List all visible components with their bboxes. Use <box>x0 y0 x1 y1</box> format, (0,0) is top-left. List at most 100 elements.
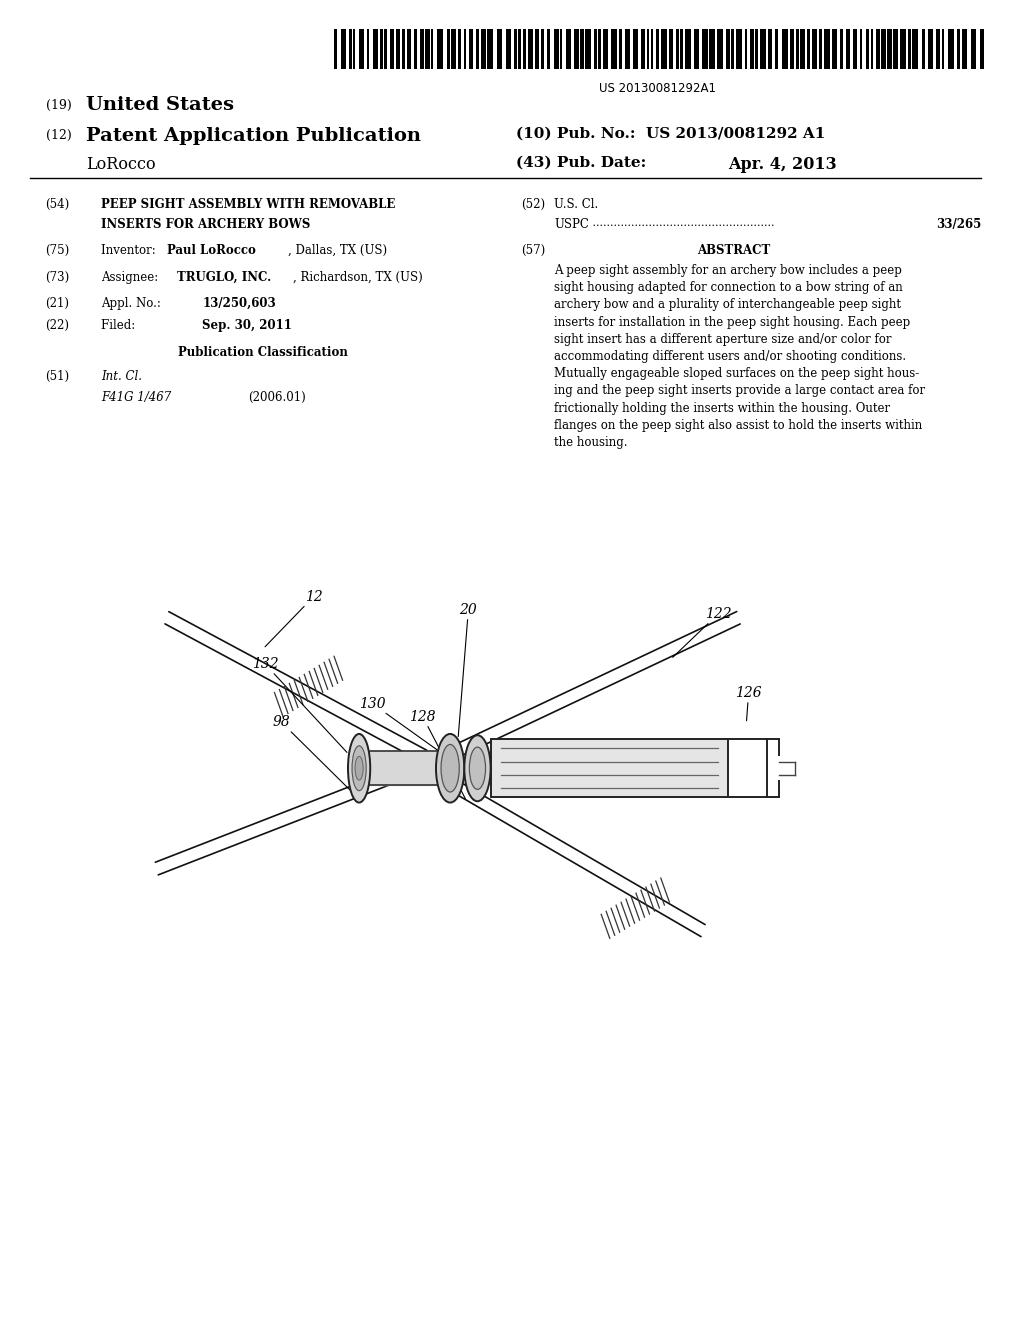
Text: (54): (54) <box>45 198 70 211</box>
Text: TRUGLO, INC.: TRUGLO, INC. <box>177 271 271 284</box>
Bar <box>522 29 526 69</box>
Text: , Richardson, TX (US): , Richardson, TX (US) <box>293 271 423 284</box>
Bar <box>676 29 679 69</box>
Bar <box>760 29 766 69</box>
Bar <box>831 29 837 69</box>
Bar <box>647 29 649 69</box>
Bar <box>581 29 584 69</box>
Bar <box>887 29 892 69</box>
Text: (22): (22) <box>45 319 70 333</box>
Bar <box>633 29 638 69</box>
Bar <box>536 29 539 69</box>
Bar <box>702 29 708 69</box>
Bar <box>554 29 559 69</box>
Bar <box>598 29 601 69</box>
Bar <box>853 29 857 69</box>
Bar <box>819 29 821 69</box>
Text: (2006.01): (2006.01) <box>248 391 305 404</box>
Ellipse shape <box>469 747 485 789</box>
Text: Apr. 4, 2013: Apr. 4, 2013 <box>728 156 837 173</box>
Bar <box>796 29 800 69</box>
Bar <box>626 29 630 69</box>
Text: 130: 130 <box>359 697 437 750</box>
Bar <box>425 29 430 69</box>
Text: ....................................................: ........................................… <box>589 218 774 228</box>
Text: (43) Pub. Date:: (43) Pub. Date: <box>516 156 646 170</box>
Text: 132: 132 <box>252 657 347 752</box>
Text: (73): (73) <box>45 271 70 284</box>
Bar <box>811 29 817 69</box>
Text: US 20130081292A1: US 20130081292A1 <box>599 82 716 95</box>
Bar <box>373 29 378 69</box>
Text: Int. Cl.: Int. Cl. <box>101 370 142 383</box>
Text: Filed:: Filed: <box>101 319 162 333</box>
Text: 13/250,603: 13/250,603 <box>203 297 276 310</box>
Bar <box>560 29 562 69</box>
Bar <box>980 29 984 69</box>
Text: (10) Pub. No.:  US 2013/0081292 A1: (10) Pub. No.: US 2013/0081292 A1 <box>516 127 825 141</box>
Text: (52): (52) <box>521 198 545 211</box>
Bar <box>865 29 869 69</box>
Bar <box>736 29 741 69</box>
Bar <box>528 29 534 69</box>
Bar <box>756 29 758 69</box>
Bar <box>586 29 591 69</box>
Bar <box>840 29 843 69</box>
Bar <box>446 29 450 69</box>
Bar <box>611 29 617 69</box>
Bar <box>718 29 723 69</box>
Bar <box>710 29 715 69</box>
Ellipse shape <box>355 756 364 780</box>
Bar <box>962 29 967 69</box>
Bar <box>475 29 479 69</box>
Bar <box>662 29 668 69</box>
Bar <box>907 29 911 69</box>
Bar <box>574 29 580 69</box>
Bar <box>395 29 400 69</box>
Bar <box>464 29 466 69</box>
Bar <box>846 29 850 69</box>
Text: Sep. 30, 2011: Sep. 30, 2011 <box>203 319 292 333</box>
Text: 12: 12 <box>265 590 323 647</box>
Bar <box>824 29 830 69</box>
Bar <box>860 29 862 69</box>
Ellipse shape <box>352 746 367 791</box>
Bar <box>876 29 881 69</box>
Bar <box>437 29 443 69</box>
Bar <box>367 29 369 69</box>
Text: U.S. Cl.: U.S. Cl. <box>554 198 599 211</box>
Text: (21): (21) <box>45 297 70 310</box>
Bar <box>481 29 485 69</box>
Ellipse shape <box>436 734 464 803</box>
Text: , Dallas, TX (US): , Dallas, TX (US) <box>289 244 387 257</box>
Text: (57): (57) <box>521 244 545 257</box>
Text: 122: 122 <box>673 607 731 657</box>
Text: F41G 1/467: F41G 1/467 <box>101 391 171 404</box>
Text: (51): (51) <box>45 370 70 383</box>
Bar <box>650 29 652 69</box>
Text: PEEP SIGHT ASSEMBLY WITH REMOVABLE: PEEP SIGHT ASSEMBLY WITH REMOVABLE <box>101 198 395 211</box>
Bar <box>791 29 795 69</box>
Text: USPC: USPC <box>554 218 589 231</box>
Bar <box>726 29 730 69</box>
Bar <box>956 29 959 69</box>
Bar <box>497 29 503 69</box>
Bar <box>685 29 690 69</box>
Text: 20: 20 <box>459 603 477 737</box>
Bar <box>680 29 683 69</box>
Bar <box>870 29 872 69</box>
Text: Patent Application Publication: Patent Application Publication <box>86 127 421 145</box>
Text: Paul LoRocco: Paul LoRocco <box>167 244 256 257</box>
Ellipse shape <box>464 735 490 801</box>
Bar <box>459 29 461 69</box>
Bar <box>750 29 754 69</box>
Text: INSERTS FOR ARCHERY BOWS: INSERTS FOR ARCHERY BOWS <box>101 218 310 231</box>
Bar <box>782 29 788 69</box>
Bar <box>353 29 355 69</box>
Ellipse shape <box>441 744 459 792</box>
Bar <box>487 29 494 69</box>
Bar <box>490 739 728 797</box>
Bar <box>928 29 933 69</box>
Bar <box>420 29 424 69</box>
Text: United States: United States <box>86 96 234 115</box>
